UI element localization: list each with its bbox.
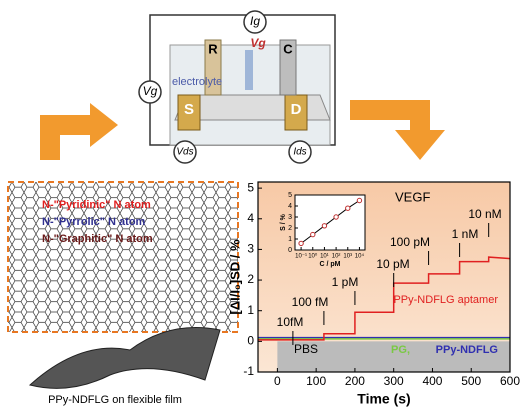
point — [345, 205, 351, 211]
electrode-label: R — [208, 41, 218, 56]
flexible-film — [28, 327, 221, 389]
atom-label: N-"Graphitic" N atom — [42, 233, 153, 245]
x-tick-label: 200 — [345, 374, 365, 388]
plot-frame — [257, 181, 511, 373]
y-tick-label: 3 — [288, 214, 292, 221]
legend-label: PPy-NDFLG aptamer — [393, 294, 498, 306]
y-tick-label: -1 — [243, 364, 254, 378]
chart: -1 0 1 2 3 4 5 0 100 200 300 400 500 600 Time (s) [ΔI/I… — [227, 180, 520, 406]
x-tick-label: 600 — [500, 374, 520, 388]
x-tick-label: 400 — [422, 374, 442, 388]
arrow — [350, 100, 445, 160]
x-tick-label: 10¹ — [320, 254, 329, 260]
film-caption: PPy-NDFLG on flexible film — [48, 394, 182, 406]
x-tick-label: 0 — [274, 374, 281, 388]
y-axis-label: S / % — [280, 213, 287, 231]
electrode-label: D — [291, 101, 302, 118]
baseline-band — [277, 341, 510, 372]
concentration-label: 1 nM — [452, 227, 479, 241]
concentration-label: 100 fM — [292, 295, 329, 309]
atom-label: N-"Pyridinic" N atom — [42, 199, 151, 211]
electrolyte-label: electrolyte — [172, 76, 222, 88]
atom-label: N-"Pyrrolic" N atom — [42, 216, 146, 228]
y-tick-label: 0 — [288, 247, 292, 254]
x-tick-label: 10⁻¹ — [295, 254, 307, 260]
x-tick-label: 10⁴ — [355, 253, 365, 260]
y-tick-label: 2 — [247, 272, 254, 286]
y-tick-label: 3 — [247, 242, 254, 256]
point — [310, 231, 316, 238]
y-tick-label: 0 — [247, 334, 254, 348]
x-tick-label: 10² — [332, 254, 341, 260]
point — [333, 214, 339, 220]
y-tick-label: 1 — [288, 236, 292, 243]
point — [321, 223, 328, 229]
x-axis-label: C / pM — [320, 261, 341, 268]
arrow — [40, 103, 118, 160]
legend-label: PPy-NDFLG — [436, 344, 498, 356]
point — [356, 197, 363, 204]
x-tick-label: 10³ — [343, 254, 352, 260]
concentration-label: 10fM — [277, 315, 304, 329]
electrode-label: C — [283, 41, 293, 56]
x-tick-label: 10⁰ — [308, 253, 318, 260]
y-tick-label: 4 — [247, 211, 254, 225]
concentration-label: 10 pM — [376, 257, 409, 271]
x-tick-label: 500 — [461, 374, 481, 388]
y-tick-label: 4 — [288, 203, 292, 210]
device-schematic: Ig Vg Vg R C S D electrolyte Vds Ids — [40, 10, 445, 164]
lattice-panel: N-"Pyridinic" N atom N-"Pyrrolic" N atom… — [7, 181, 239, 406]
series-line — [258, 256, 511, 341]
y-tick-label: 5 — [288, 192, 292, 199]
buffer-label: PBS — [294, 342, 318, 356]
concentration-label: 100 pM — [390, 235, 430, 249]
x-tick-label: 300 — [384, 374, 404, 388]
point — [298, 240, 304, 247]
vds-label: Vds — [176, 147, 193, 158]
concentration-label: 1 pM — [332, 275, 359, 289]
x-tick-label: 100 — [306, 374, 326, 388]
y-axis-label: [ΔI/I₀]SD / % — [227, 239, 242, 315]
ig-label: Ig — [250, 14, 260, 28]
legend-label: PG, — [391, 344, 410, 356]
y-tick-label: 2 — [288, 225, 292, 232]
ids-label: Ids — [293, 147, 306, 158]
y-tick-label: 5 — [247, 180, 254, 194]
target-label: VEGF — [395, 189, 430, 204]
y-tick-label: 1 — [247, 303, 254, 317]
vg-label: Vg — [250, 36, 266, 50]
x-axis-label: Time (s) — [357, 391, 410, 407]
electrode-label: S — [184, 101, 194, 118]
vg-label: Vg — [143, 84, 158, 98]
concentration-label: 10 nM — [468, 207, 501, 221]
